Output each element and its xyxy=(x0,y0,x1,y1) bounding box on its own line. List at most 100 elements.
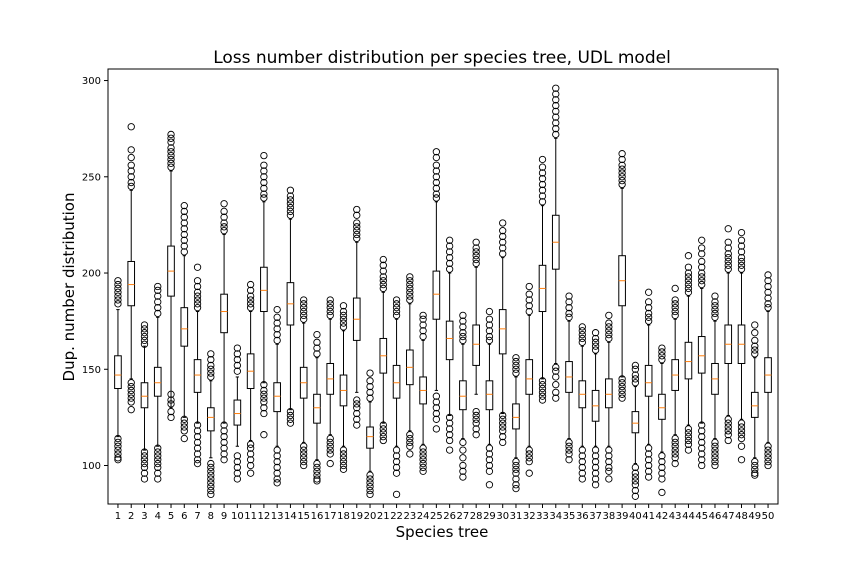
outlier-point xyxy=(260,386,268,395)
outlier-point xyxy=(392,469,401,477)
outlier-point xyxy=(379,421,387,429)
outlier-point xyxy=(180,213,188,221)
box xyxy=(525,359,534,395)
outlier-point xyxy=(684,269,693,277)
x-tick-label: 26 xyxy=(443,511,456,522)
outlier-point xyxy=(737,427,746,435)
outlier-point xyxy=(246,286,255,294)
outlier-point xyxy=(246,440,255,448)
outlier-point xyxy=(353,421,361,429)
outlier-point xyxy=(591,475,600,483)
outlier-point xyxy=(286,411,295,420)
outlier-point xyxy=(698,236,706,244)
x-tick-label: 49 xyxy=(748,511,761,522)
outlier-point xyxy=(552,119,560,127)
outlier-point xyxy=(300,307,308,316)
outlier-point xyxy=(644,456,653,464)
outlier-point xyxy=(286,186,295,194)
outlier-point xyxy=(724,257,732,266)
outlier-point xyxy=(379,255,387,264)
outlier-point xyxy=(300,311,308,320)
outlier-point xyxy=(379,429,387,437)
outlier-point xyxy=(273,475,281,483)
outlier-point xyxy=(605,458,613,466)
outlier-point xyxy=(260,404,268,412)
outlier-point xyxy=(432,167,441,175)
outlier-point xyxy=(193,292,202,300)
outlier-point xyxy=(127,379,135,387)
outlier-point xyxy=(618,173,626,181)
outlier-point xyxy=(605,475,613,483)
x-tick-label: 11 xyxy=(244,511,257,522)
box xyxy=(750,391,759,418)
box-group-25 xyxy=(432,148,441,433)
outlier-point xyxy=(631,481,640,489)
outlier-point xyxy=(538,377,547,385)
outlier-point xyxy=(207,361,215,370)
outlier-point xyxy=(472,238,480,246)
outlier-point xyxy=(260,178,268,187)
outlier-point xyxy=(724,261,732,269)
outlier-point xyxy=(698,269,706,277)
box-group-29 xyxy=(485,307,494,489)
outlier-point xyxy=(671,438,679,447)
outlier-point xyxy=(180,207,188,216)
outlier-point xyxy=(326,311,334,320)
outlier-point xyxy=(233,367,242,375)
outlier-point xyxy=(711,302,719,310)
outlier-point xyxy=(154,452,162,460)
x-tick-label: 41 xyxy=(642,511,655,522)
outlier-point xyxy=(154,292,162,300)
outlier-point xyxy=(751,346,759,354)
outlier-point xyxy=(353,205,361,214)
outlier-point xyxy=(459,473,467,481)
outlier-point xyxy=(406,273,414,281)
outlier-point xyxy=(671,296,679,304)
outlier-point xyxy=(711,454,719,462)
outlier-point xyxy=(379,261,387,269)
outlier-point xyxy=(552,101,560,110)
outlier-point xyxy=(485,321,494,329)
outlier-point xyxy=(140,452,149,460)
y-tick-label: 200 xyxy=(82,269,101,280)
outlier-point xyxy=(419,315,427,323)
outlier-point xyxy=(326,307,334,316)
outlier-point xyxy=(565,298,573,306)
outlier-point xyxy=(737,228,746,237)
outlier-point xyxy=(406,450,414,458)
outlier-point xyxy=(406,288,414,296)
outlier-point xyxy=(207,467,215,475)
outlier-point xyxy=(207,365,215,373)
outlier-point xyxy=(764,450,772,458)
outlier-point xyxy=(684,446,693,454)
outlier-point xyxy=(326,442,334,450)
x-tick-label: 29 xyxy=(483,511,496,522)
outlier-point xyxy=(538,169,547,177)
outlier-point xyxy=(140,469,149,477)
outlier-point xyxy=(220,432,228,441)
outlier-point xyxy=(220,213,228,221)
x-tick-label: 36 xyxy=(576,511,589,522)
x-tick-label: 31 xyxy=(510,511,523,522)
outlier-point xyxy=(445,446,454,454)
outlier-point xyxy=(114,296,122,304)
outlier-point xyxy=(485,450,494,458)
outlier-point xyxy=(472,244,480,252)
outlier-point xyxy=(300,304,308,312)
outlier-point xyxy=(525,469,533,477)
outlier-point xyxy=(698,432,706,441)
box xyxy=(140,382,149,409)
outlier-point xyxy=(525,450,533,458)
box-group-8 xyxy=(207,350,215,499)
plot-frame xyxy=(107,68,779,505)
outlier-point xyxy=(220,219,228,227)
outlier-point xyxy=(751,342,759,350)
outlier-point xyxy=(419,459,427,468)
x-tick-label: 39 xyxy=(616,511,629,522)
outlier-point xyxy=(419,463,427,472)
outlier-point xyxy=(260,409,268,418)
box-group-35 xyxy=(565,292,573,464)
box-group-14 xyxy=(286,186,295,427)
outlier-point xyxy=(180,423,188,431)
outlier-point xyxy=(379,425,387,433)
